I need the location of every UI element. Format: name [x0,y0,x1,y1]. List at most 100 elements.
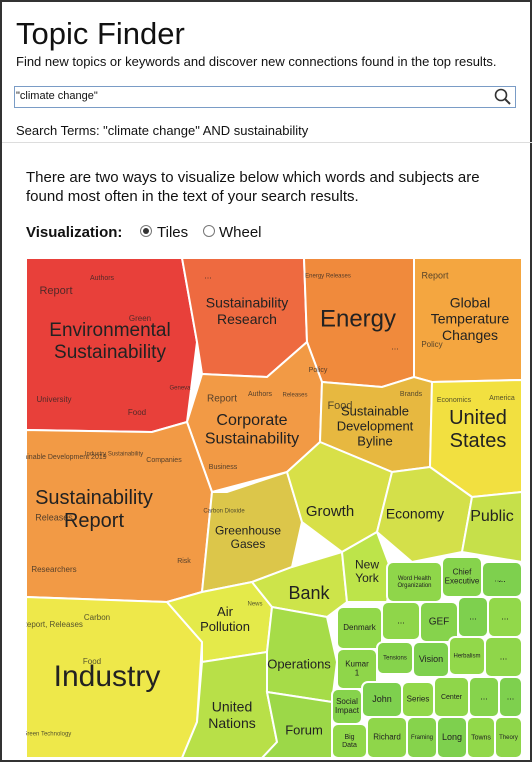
search-icon[interactable] [494,88,512,106]
tile-label[interactable]: States [450,430,507,452]
minor-label[interactable]: Authors [248,391,273,398]
minor-label[interactable]: Business [209,464,238,471]
minor-label[interactable]: News [247,602,262,608]
minor-label[interactable]: Report [207,394,237,405]
tile-label[interactable]: Word Health [398,576,431,582]
minor-label[interactable]: Brands [400,391,423,398]
tile-label[interactable]: Herbalism [453,654,480,660]
tile[interactable] [260,690,333,758]
tile-label[interactable]: ... [501,611,509,621]
tile-label[interactable]: Operations [267,656,331,671]
minor-label[interactable]: America [489,395,515,402]
tile-label[interactable]: Sustainability [35,487,153,509]
tile-label[interactable]: Big [344,734,354,741]
minor-label[interactable]: Sustainable Development 2019 [26,454,107,461]
minor-label[interactable]: Industry Sustainability [85,452,143,458]
tile-label[interactable]: Series [407,695,430,704]
tile-label[interactable]: Air [217,604,234,619]
tile-label[interactable]: Gases [231,537,266,551]
tile-label[interactable]: New [355,557,379,571]
minor-label[interactable]: University [36,395,71,404]
minor-label[interactable]: Food [327,400,352,412]
small-tile[interactable] [494,716,522,758]
tile-label[interactable]: Global [450,295,490,311]
tile-label[interactable]: United [449,407,507,429]
tile-label[interactable]: Report [64,510,124,532]
tile-label[interactable]: Sustainability [205,430,299,447]
tile-label[interactable]: York [355,571,380,585]
tile-label[interactable]: Sustainable [341,403,409,418]
tile-label[interactable]: Forum [285,722,323,737]
tile-label[interactable]: Richard [373,733,401,742]
tile-label[interactable]: Bank [288,583,330,603]
minor-label[interactable]: Report [39,285,72,297]
minor-label[interactable]: Releases [35,512,73,522]
minor-label[interactable]: Researchers [31,565,76,574]
search-box[interactable] [14,86,516,108]
tile-label[interactable]: Nations [208,715,255,731]
tile-label[interactable]: Greenhouse [215,523,281,537]
tile-label[interactable]: Temperature [431,311,510,327]
tile-label[interactable]: ... [397,615,405,625]
minor-label[interactable]: Food [128,408,146,417]
tile-label[interactable]: Byline [357,433,392,448]
minor-label[interactable]: Food [83,657,101,666]
tile-label[interactable]: Public [470,508,514,525]
tile-label[interactable]: Development [337,418,414,433]
minor-label[interactable]: Green [129,314,151,323]
minor-label[interactable]: Report, Releases [26,620,83,629]
radio-on[interactable] [139,224,153,238]
minor-label[interactable]: Economics [437,397,472,404]
tile-label[interactable]: ... [500,651,508,661]
tile-label[interactable]: Social [336,697,358,706]
minor-label[interactable]: Green Technology [26,732,71,738]
minor-label[interactable]: ... [494,573,502,583]
minor-label[interactable]: Releases [282,393,307,399]
tile-label[interactable]: Sustainability [54,342,166,363]
radio-label[interactable]: Tiles [157,224,189,241]
minor-label[interactable]: Report [421,270,449,280]
tile-label[interactable]: Economy [386,506,444,522]
minor-label[interactable]: Energy Releases [305,274,351,280]
radio-label[interactable]: Wheel [219,224,262,241]
tile-label[interactable]: John [372,694,392,704]
tile-label[interactable]: Energy [320,305,396,332]
radio-off[interactable] [202,224,216,238]
minor-label[interactable]: Policy [309,367,328,374]
tile-label[interactable]: Growth [306,503,354,520]
tile-label[interactable]: Corporate [216,412,287,429]
minor-label[interactable]: Authors [90,275,115,282]
tile-label[interactable]: ... [507,691,515,701]
tile-label[interactable]: Vision [419,654,443,664]
tile-label[interactable]: Kumar [345,660,369,669]
minor-label[interactable]: ... [391,341,399,351]
tile[interactable] [266,605,339,704]
tile-label[interactable]: Organization [397,583,431,589]
tile-label[interactable]: Framing [411,735,433,741]
search-query[interactable]: "climate change" [16,90,98,102]
minor-label[interactable]: Risk [177,558,191,565]
tile-label[interactable]: GEF [429,617,450,628]
tile[interactable] [460,490,522,564]
tile-label[interactable]: Impact [335,706,360,715]
tile-label[interactable]: United [212,699,252,715]
tile-label[interactable]: Industry [54,660,161,693]
minor-label[interactable]: Policy [421,340,442,349]
tile-label[interactable]: Tensions [383,656,407,662]
tile-label[interactable]: Denmark [343,623,376,632]
tile-label[interactable]: ... [480,691,488,701]
tile-label[interactable]: Theory [499,735,518,741]
tile-label[interactable]: Data [342,742,357,749]
tile-label[interactable]: Environmental [49,320,170,341]
minor-label[interactable]: ... [204,270,212,280]
tile-label[interactable]: Executive [445,577,480,586]
tile-label[interactable]: Pollution [200,619,250,634]
minor-label[interactable]: Geneva [169,386,191,392]
tile-label[interactable]: Chief [453,568,472,577]
tile-label[interactable]: Changes [442,327,498,343]
minor-label[interactable]: Carbon [84,613,110,622]
tile-label[interactable]: Towns [471,734,491,741]
tile-label[interactable]: Center [441,694,463,701]
tile-label[interactable]: ... [469,611,477,621]
tile-label[interactable]: Sustainability [206,295,289,311]
